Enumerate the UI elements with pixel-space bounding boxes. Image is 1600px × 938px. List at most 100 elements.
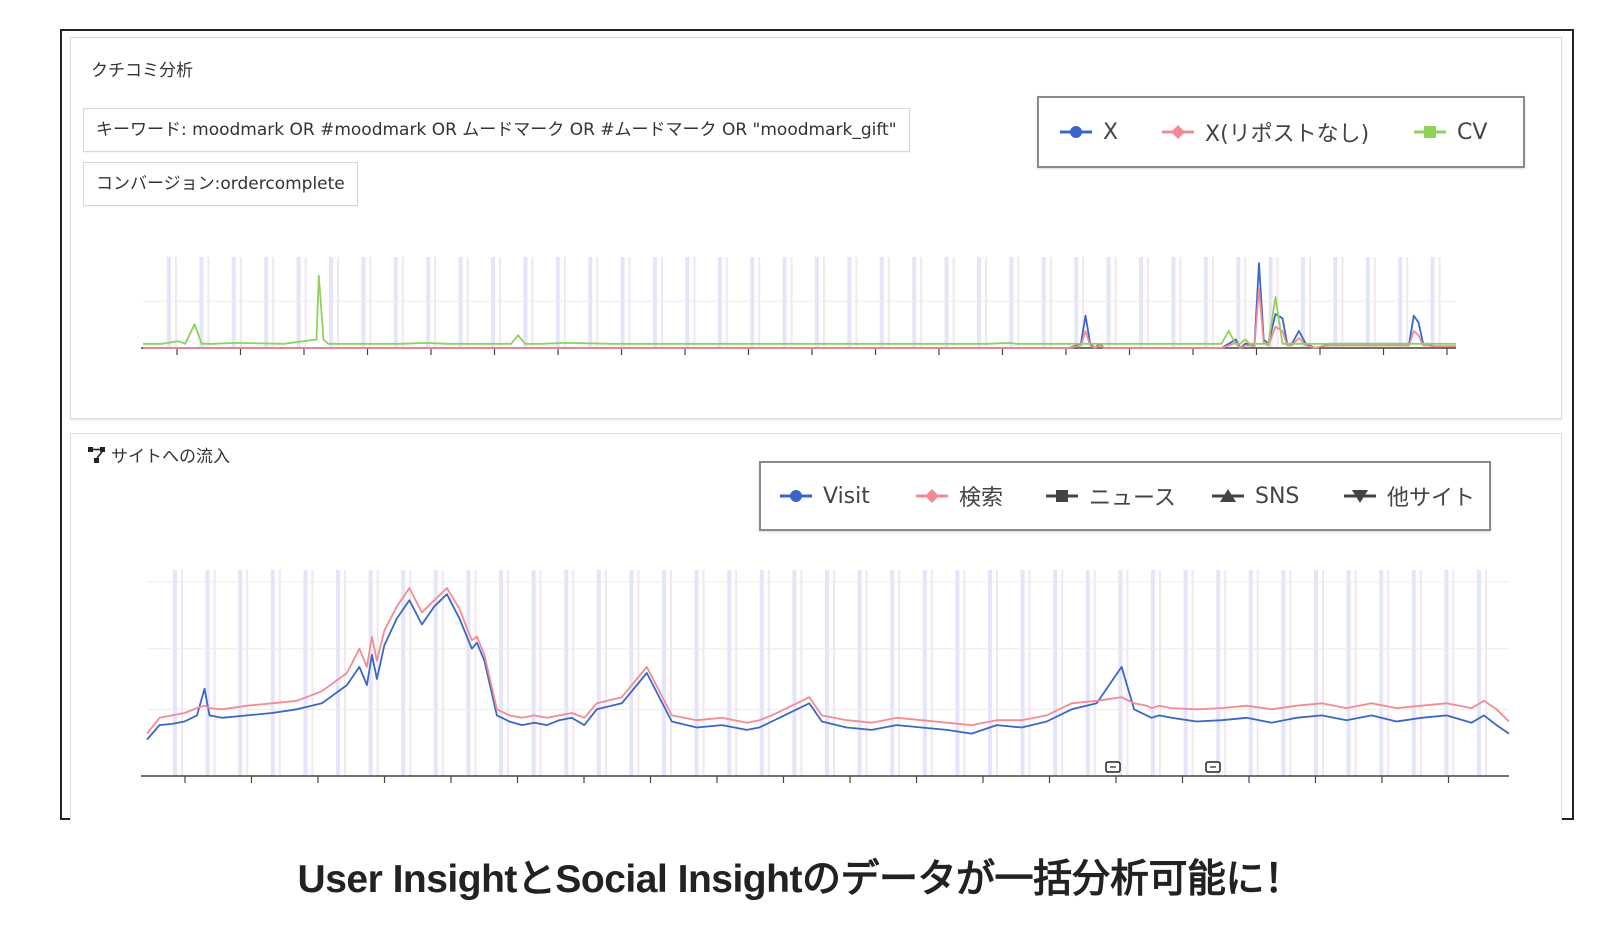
grid-stripe [661, 257, 663, 348]
grid-stripe [1171, 257, 1176, 348]
grid-stripe [563, 257, 566, 348]
grid-stripe [175, 257, 177, 348]
legend-item-cv[interactable]: CV [1413, 98, 1487, 166]
grid-stripe [963, 570, 966, 776]
grid-stripe [336, 570, 340, 776]
legend-item-visit[interactable]: Visit [779, 463, 870, 529]
legend-item-news[interactable]: ニュース [1045, 463, 1176, 529]
grid-stripe [239, 257, 242, 348]
grid-stripe [887, 257, 890, 348]
grid-stripe [199, 257, 204, 348]
grid-stripe [1244, 257, 1247, 348]
grid-stripe [311, 570, 314, 776]
grid-stripe [944, 257, 949, 348]
grid-stripe [1118, 570, 1123, 776]
grid-stripe [833, 570, 835, 776]
conversion-chip[interactable]: コンバージョン:ordercomplete [83, 162, 358, 206]
grid-stripe [1322, 570, 1324, 776]
grid-stripe [181, 570, 183, 776]
grid-stripe [296, 257, 301, 348]
grid-stripe [662, 570, 666, 776]
grid-stripe [637, 570, 640, 776]
grid-stripe [278, 570, 281, 776]
series-line-0 [146, 593, 1510, 741]
grid-stripe [1053, 570, 1058, 776]
grid-stripe [1444, 570, 1449, 776]
grid-stripe [1028, 570, 1031, 776]
kuchikomi-panel: クチコミ分析 キーワード: moodmark OR #moodmark OR ム… [70, 37, 1562, 419]
grid-stripe [572, 570, 575, 776]
grid-stripe [1309, 257, 1311, 348]
triangle-down-marker-icon [1344, 490, 1376, 503]
grid-stripe [825, 570, 829, 776]
grid-stripe [1236, 257, 1241, 348]
series-line-0 [143, 262, 1456, 349]
grid-stripe [1387, 570, 1390, 776]
legend-item-sns[interactable]: SNS [1211, 463, 1299, 529]
grid-stripe [977, 257, 981, 348]
grid-stripe [865, 570, 868, 776]
legend-item-other-sites[interactable]: 他サイト [1343, 463, 1475, 529]
grid-stripe [1009, 257, 1014, 348]
grid-stripe [912, 257, 917, 348]
grid-stripe [231, 257, 236, 348]
series-line-2 [143, 274, 1456, 345]
grid-stripe [955, 570, 960, 776]
grid-stripe [361, 257, 366, 348]
grid-stripe [1211, 257, 1214, 348]
grid-stripe [303, 570, 308, 776]
grid-stripe [466, 257, 469, 348]
grid-stripe [653, 257, 657, 348]
site-inflow-chart [141, 570, 1510, 783]
grid-stripe [1341, 257, 1344, 348]
legend-label: Visit [823, 483, 870, 509]
grid-stripe [988, 570, 992, 776]
legend-item-x[interactable]: X [1059, 98, 1118, 166]
grid-stripe [750, 257, 755, 348]
grid-stripe [996, 570, 998, 776]
grid-stripe [1139, 257, 1143, 348]
grid-stripe [1419, 570, 1422, 776]
grid-stripe [1411, 570, 1416, 776]
grid-stripe [1354, 570, 1357, 776]
grid-stripe [620, 257, 625, 348]
grid-stripe [1333, 257, 1338, 348]
grid-stripe [507, 570, 509, 776]
legend-label: CV [1457, 119, 1488, 145]
grid-stripe [758, 257, 761, 348]
caption-headline: User InsightとSocial Insightのデータが一括分析可能に！ [297, 858, 1303, 901]
grid-stripe [596, 570, 601, 776]
grid-stripe [855, 257, 858, 348]
grid-stripe [790, 257, 793, 348]
grid-stripe [1485, 570, 1487, 776]
grid-stripe [1020, 570, 1025, 776]
grid-stripe [694, 570, 699, 776]
grid-stripe [1203, 257, 1208, 348]
grid-stripe [1159, 570, 1161, 776]
grid-stripe [735, 570, 738, 776]
grid-stripe [628, 257, 631, 348]
network-icon [88, 447, 105, 463]
diamond-marker-icon [1162, 125, 1194, 139]
legend-item-search[interactable]: 検索 [915, 463, 1003, 529]
grid-stripe [847, 257, 852, 348]
triangle-up-marker-icon [1212, 489, 1244, 502]
grid-stripe [898, 570, 901, 776]
circle-marker-icon [1060, 126, 1092, 138]
grid-stripe [1224, 570, 1227, 776]
legend-label: SNS [1255, 483, 1300, 509]
grid-stripe [1114, 257, 1117, 348]
site-inflow-panel: サイトへの流入 Visit 検索 ニュース SNS 他サイト [70, 433, 1562, 824]
grid-stripe [857, 570, 862, 776]
series-line-1 [146, 587, 1510, 735]
square-marker-icon [1046, 490, 1078, 502]
legend-item-x-no-repost[interactable]: X(リポストなし) [1161, 98, 1369, 166]
grid-stripe [466, 570, 471, 776]
grid-stripe [952, 257, 955, 348]
grid-stripe [1126, 570, 1129, 776]
keyword-chip[interactable]: キーワード: moodmark OR #moodmark OR ムードマーク O… [83, 108, 910, 152]
grid-stripe [588, 257, 593, 348]
grid-stripe [1093, 570, 1096, 776]
grid-stripe [401, 257, 404, 348]
grid-stripe [564, 570, 569, 776]
